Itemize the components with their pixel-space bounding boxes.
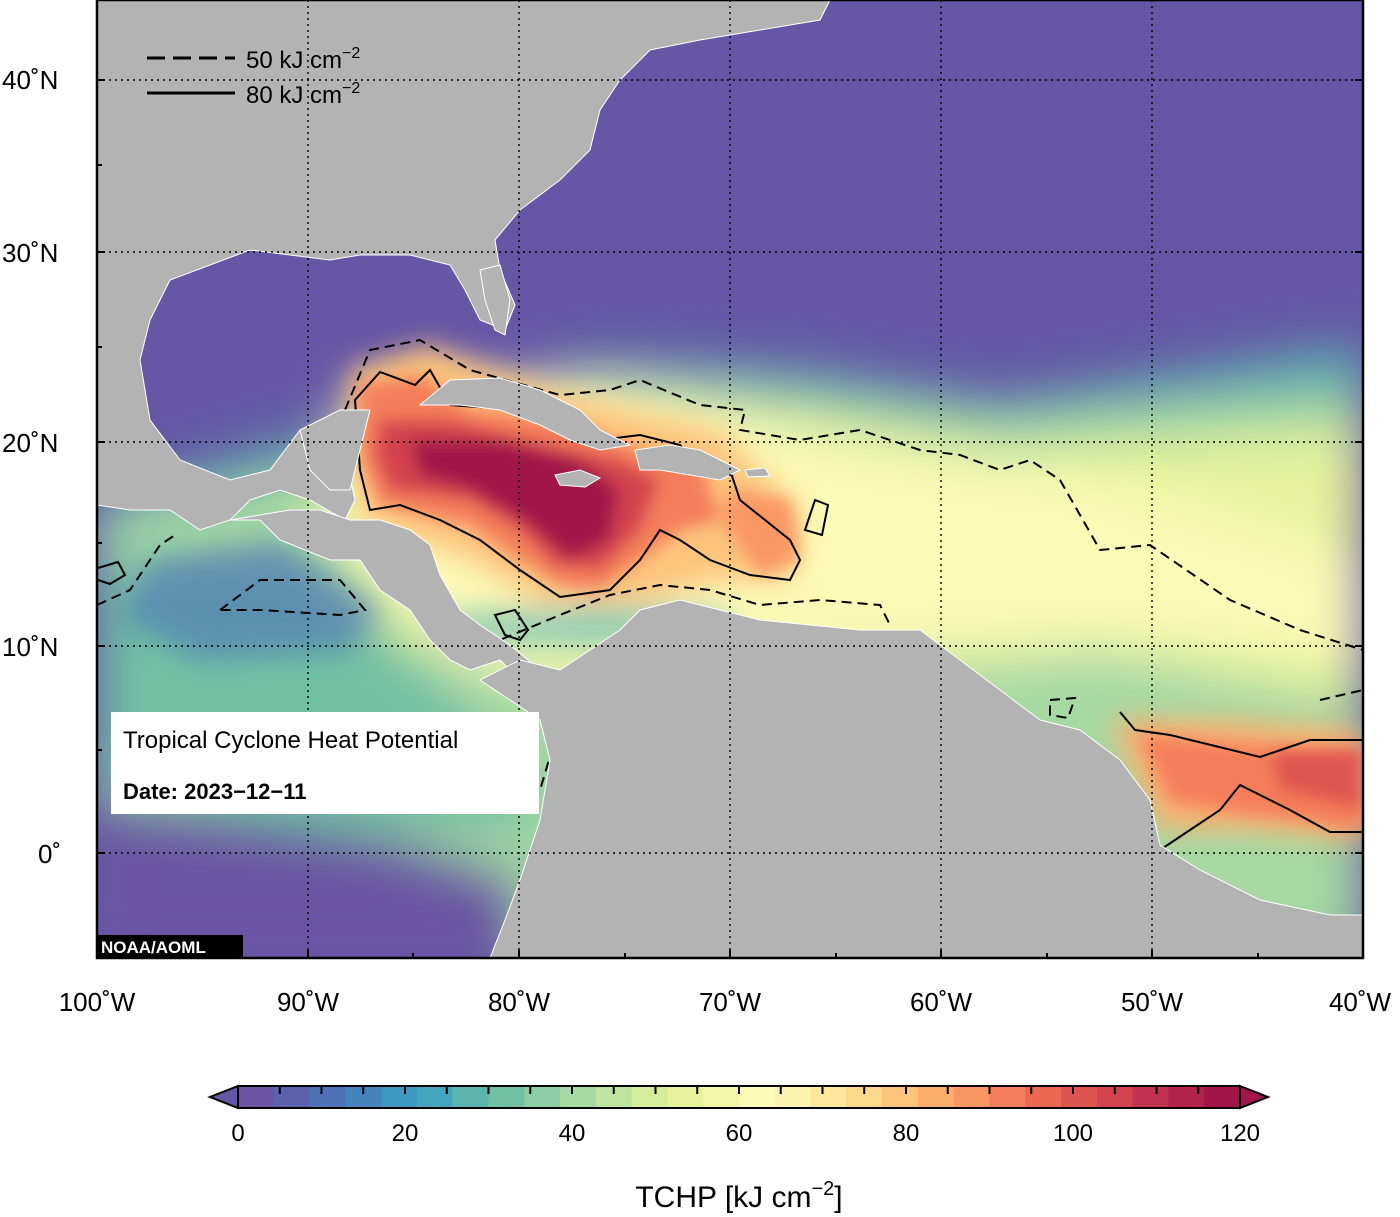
colorbar-segment — [309, 1086, 346, 1108]
colorbar-segment — [416, 1086, 454, 1108]
credit-text: NOAA/AOML — [101, 938, 206, 957]
legend-dashed-label: 50 kJ cm−2 — [246, 45, 360, 74]
lat-label-40n: 40˚N — [2, 65, 58, 95]
colorbar-ticks — [237, 1086, 1241, 1094]
colorbar-segment — [846, 1086, 883, 1108]
colorbar: 0 20 40 60 80 100 120 TCHP [kJ cm−2] — [207, 1084, 1271, 1214]
colorbar-segment — [273, 1086, 311, 1108]
colorbar-tick-labels: 0 20 40 60 80 100 120 — [231, 1120, 1260, 1147]
lat-label-0: 0˚ — [38, 839, 61, 869]
contour-80-equatorial — [1119, 711, 1363, 851]
land-florida — [479, 264, 511, 336]
legend-solid-label: 80 kJ cm−2 — [246, 80, 360, 109]
colorbar-segment — [1204, 1086, 1241, 1108]
map-title: Tropical Cyclone Heat Potential — [123, 727, 458, 754]
colorbar-segment — [882, 1086, 919, 1108]
info-box: Tropical Cyclone Heat Potential Date: 20… — [111, 712, 539, 814]
colorbar-segment — [1132, 1086, 1170, 1108]
colorbar-segment — [560, 1086, 597, 1108]
colorbar-segment — [1025, 1086, 1062, 1108]
lat-label-30n: 30˚N — [2, 238, 58, 268]
contour-50-pacific — [97, 534, 1363, 791]
latitude-labels: 40˚N 30˚N 20˚N 10˚N 0˚ — [2, 65, 61, 869]
colorbar-segment — [524, 1086, 561, 1108]
colorbar-tick-label-60: 60 — [726, 1120, 753, 1147]
land-jamaica — [554, 469, 602, 488]
colorbar-tick-label-0: 0 — [231, 1120, 244, 1147]
lon-label-40w: 40˚W — [1329, 987, 1392, 1017]
land-south-america — [479, 599, 1363, 958]
lon-label-70w: 70˚W — [699, 987, 762, 1017]
colorbar-segment — [739, 1086, 776, 1108]
lon-label-80w: 80˚W — [488, 987, 551, 1017]
credit-badge: NOAA/AOML — [97, 935, 243, 958]
contour-80-east — [97, 498, 830, 642]
map-date: Date: 2023−12−11 — [123, 779, 307, 804]
colorbar-segment — [989, 1086, 1026, 1108]
colorbar-segment — [953, 1086, 991, 1108]
colorbar-segments — [238, 1086, 1241, 1108]
colorbar-segment — [595, 1086, 633, 1108]
contour-legend: 50 kJ cm−2 80 kJ cm−2 — [147, 45, 360, 109]
colorbar-segment — [631, 1086, 669, 1108]
colorbar-segment — [1096, 1086, 1134, 1108]
lon-label-100w: 100˚W — [59, 987, 136, 1017]
colorbar-max-arrow — [1239, 1084, 1271, 1110]
land-north-america — [97, 0, 831, 531]
colorbar-tick-label-20: 20 — [392, 1120, 419, 1147]
colorbar-segment — [381, 1086, 418, 1108]
colorbar-segment — [667, 1086, 704, 1108]
lat-label-10n: 10˚N — [2, 632, 58, 662]
contour-50-caribbean — [344, 338, 1363, 651]
colorbar-segment — [703, 1086, 740, 1108]
colorbar-segment — [1061, 1086, 1098, 1108]
land-yucatan — [299, 409, 371, 491]
colorbar-segment — [774, 1086, 812, 1108]
colorbar-segment — [1168, 1086, 1205, 1108]
colorbar-segment — [452, 1086, 490, 1108]
colorbar-segment — [488, 1086, 525, 1108]
colorbar-segment — [810, 1086, 847, 1108]
longitude-labels: 100˚W 90˚W 80˚W 70˚W 60˚W 50˚W 40˚W — [59, 987, 1392, 1017]
colorbar-title: TCHP [kJ cm−2] — [635, 1178, 842, 1214]
lon-label-90w: 90˚W — [277, 987, 340, 1017]
colorbar-tick-label-100: 100 — [1053, 1120, 1093, 1147]
lat-label-20n: 20˚N — [2, 428, 58, 458]
colorbar-min-arrow — [207, 1084, 239, 1110]
land-masses — [97, 0, 1363, 958]
tchp-contours — [97, 338, 1363, 851]
colorbar-segment — [917, 1086, 955, 1108]
colorbar-tick-label-80: 80 — [893, 1120, 920, 1147]
colorbar-tick-label-120: 120 — [1220, 1120, 1260, 1147]
land-puerto-rico — [744, 467, 771, 478]
info-box-background — [111, 712, 539, 814]
lon-label-50w: 50˚W — [1121, 987, 1184, 1017]
credit-background — [97, 935, 243, 958]
map-plot-area — [97, 0, 1363, 958]
colorbar-segment — [238, 1086, 275, 1108]
contour-50-south — [439, 583, 891, 642]
lon-label-60w: 60˚W — [910, 987, 973, 1017]
colorbar-segment — [345, 1086, 382, 1108]
colorbar-tick-label-40: 40 — [559, 1120, 586, 1147]
